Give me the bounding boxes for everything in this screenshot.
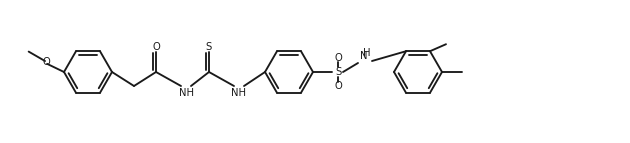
Text: S: S (206, 42, 212, 52)
Text: H: H (364, 48, 370, 58)
Text: O: O (152, 42, 160, 52)
Text: NH: NH (231, 88, 246, 98)
Text: NH: NH (178, 88, 193, 98)
Text: N: N (360, 51, 368, 61)
Text: O: O (334, 53, 342, 63)
Text: O: O (42, 57, 50, 67)
Text: O: O (334, 81, 342, 91)
Text: S: S (335, 67, 341, 77)
